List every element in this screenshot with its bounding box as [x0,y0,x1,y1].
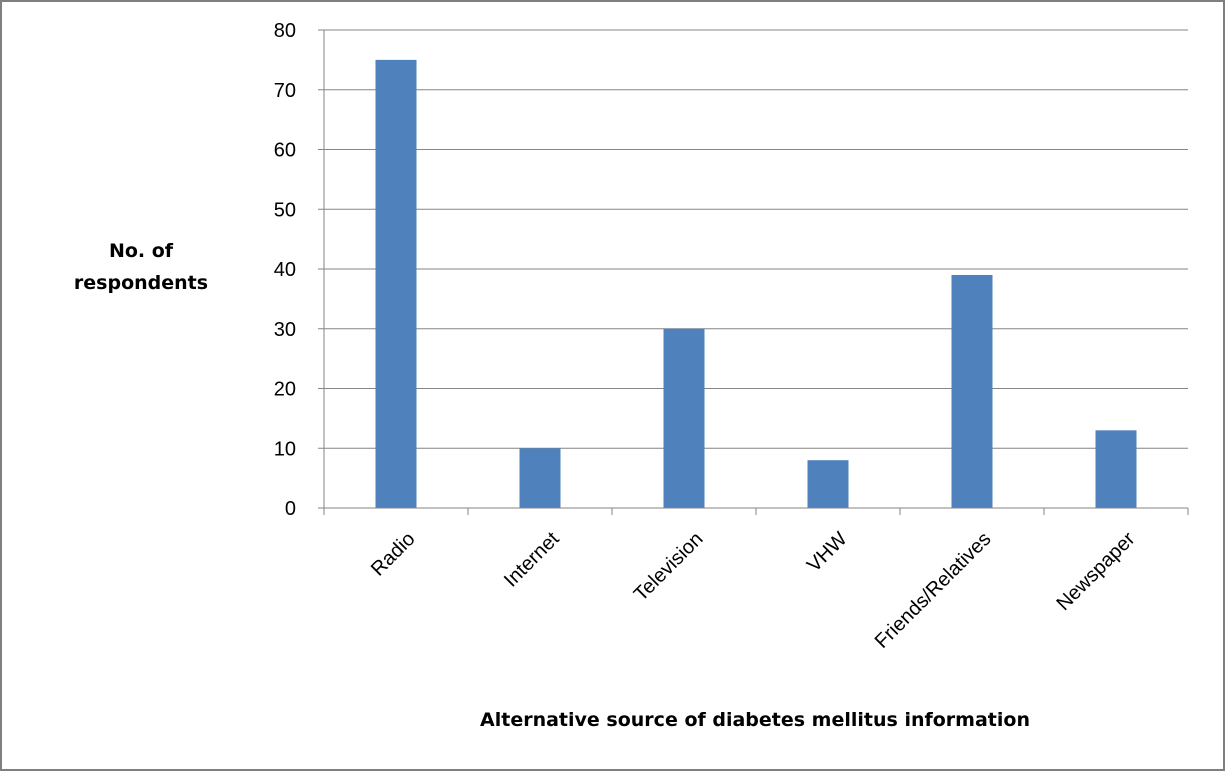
x-axis-category-labels: Radio Internet Television VHW Friends/Relati… [367,528,1140,653]
bar-vhw [807,460,849,508]
x-category-label: Internet [500,528,564,592]
bar-newspaper [1095,430,1137,508]
y-tick-label: 50 [274,199,296,221]
x-category-label: Newspaper [1052,528,1139,615]
bar-friends-relatives [951,274,993,508]
y-tick-label: 80 [274,20,296,42]
x-axis-title: Alternative source of diabetes mellitus … [480,709,1030,731]
x-axis-ticks [323,508,1189,515]
bar-television [663,328,705,508]
y-tick-label: 20 [274,379,296,401]
y-axis-title-line-2: respondents [74,272,208,294]
x-category-label: Television [630,528,708,606]
y-tick-label: 40 [274,259,296,281]
bar-radio [375,59,417,508]
x-category-label: Friends/Relatives [871,528,996,653]
y-tick-label: 30 [274,319,296,341]
y-tick-label: 60 [274,140,296,162]
y-axis-title-line-1: No. of [109,240,174,262]
y-tick-label: 10 [274,438,296,460]
y-tick-label: 0 [285,498,296,520]
x-category-label: VHW [803,528,852,577]
y-tick-label: 70 [274,80,296,102]
gridlines [324,29,1188,449]
bars [375,59,1137,508]
x-category-label: Radio [367,528,420,581]
bar-internet [519,448,561,508]
y-axis-ticks: 0 10 20 30 40 50 60 70 80 [274,20,324,520]
